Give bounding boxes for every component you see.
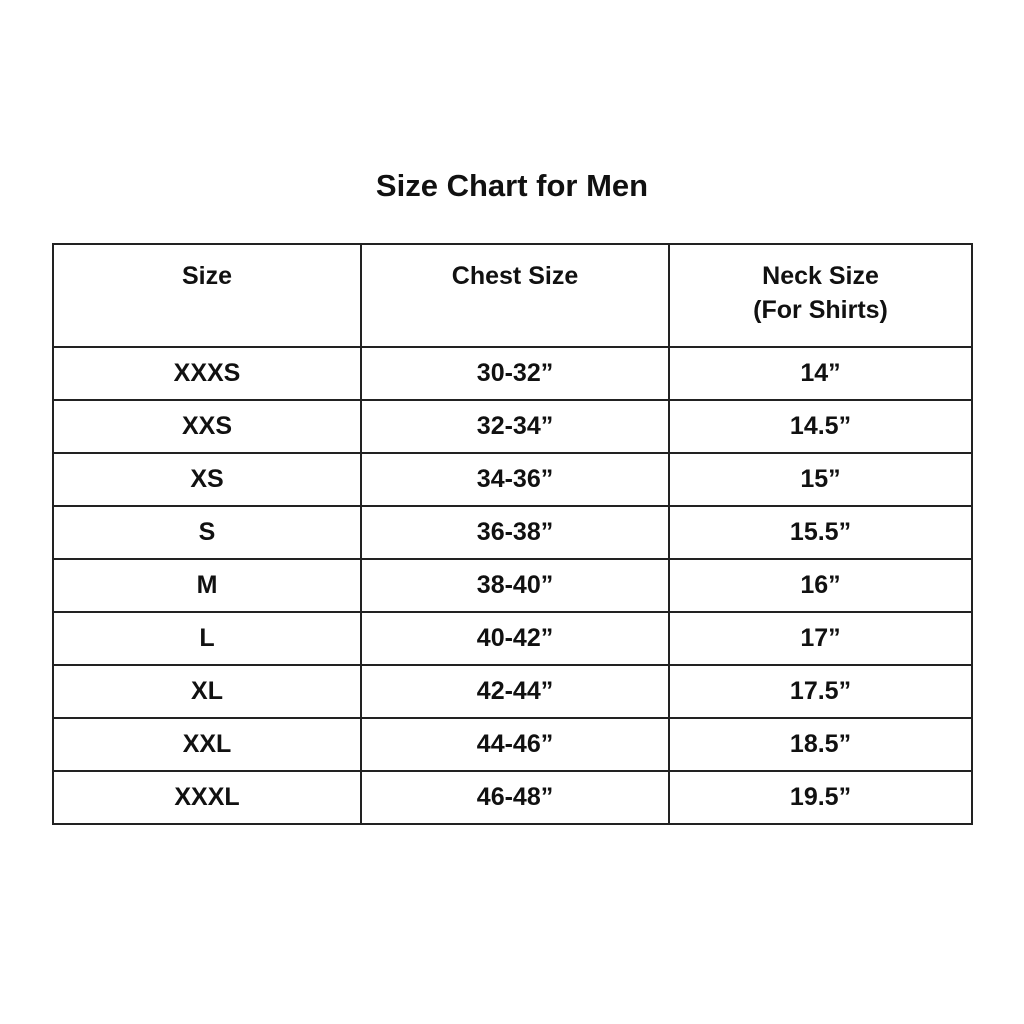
header-size: Size (51, 243, 363, 348)
table-row: XXXL 46-48” 19.5” (51, 770, 973, 825)
table-row: XXXS 30-32” 14” (51, 346, 973, 401)
table-row: XS 34-36” 15” (51, 452, 973, 507)
chest-size-cell: 46-48” (360, 770, 671, 825)
chest-size-cell: 36-38” (360, 505, 671, 560)
size-cell: M (51, 558, 363, 613)
chest-size-cell: 30-32” (360, 346, 671, 401)
table-row: XXL 44-46” 18.5” (51, 717, 973, 772)
neck-size-cell: 16” (668, 558, 973, 613)
chest-size-cell: 40-42” (360, 611, 671, 666)
table-row: L 40-42” 17” (51, 611, 973, 666)
size-cell: XS (51, 452, 363, 507)
chest-size-cell: 42-44” (360, 664, 671, 719)
chest-size-cell: 44-46” (360, 717, 671, 772)
neck-size-cell: 17” (668, 611, 973, 666)
neck-size-cell: 15.5” (668, 505, 973, 560)
page-title: Size Chart for Men (375, 168, 649, 203)
size-cell: XXL (51, 717, 363, 772)
header-row: Size Chest Size Neck Size (For Shirts) (51, 243, 973, 348)
chest-size-cell: 34-36” (360, 452, 671, 507)
header-neck-size-label: Neck Size (762, 262, 879, 290)
size-cell: XXS (51, 399, 363, 454)
neck-size-cell: 18.5” (668, 717, 973, 772)
neck-size-cell: 14” (668, 346, 973, 401)
size-cell: L (51, 611, 363, 666)
table-row: S 36-38” 15.5” (51, 505, 973, 560)
table-row: XL 42-44” 17.5” (51, 664, 973, 719)
size-chart-table: Size Chest Size Neck Size (For Shirts) X… (51, 243, 973, 825)
neck-size-cell: 17.5” (668, 664, 973, 719)
neck-size-cell: 19.5” (668, 770, 973, 825)
size-cell: XXXL (51, 770, 363, 825)
size-cell: XL (51, 664, 363, 719)
neck-size-cell: 15” (668, 452, 973, 507)
size-cell: S (51, 505, 363, 560)
chest-size-cell: 32-34” (360, 399, 671, 454)
chest-size-cell: 38-40” (360, 558, 671, 613)
table-row: XXS 32-34” 14.5” (51, 399, 973, 454)
header-neck-size: Neck Size (For Shirts) (668, 243, 973, 348)
neck-size-cell: 14.5” (668, 399, 973, 454)
header-chest-size: Chest Size (360, 243, 671, 348)
header-neck-size-note: (For Shirts) (753, 296, 888, 324)
size-cell: XXXS (51, 346, 363, 401)
table-row: M 38-40” 16” (51, 558, 973, 613)
